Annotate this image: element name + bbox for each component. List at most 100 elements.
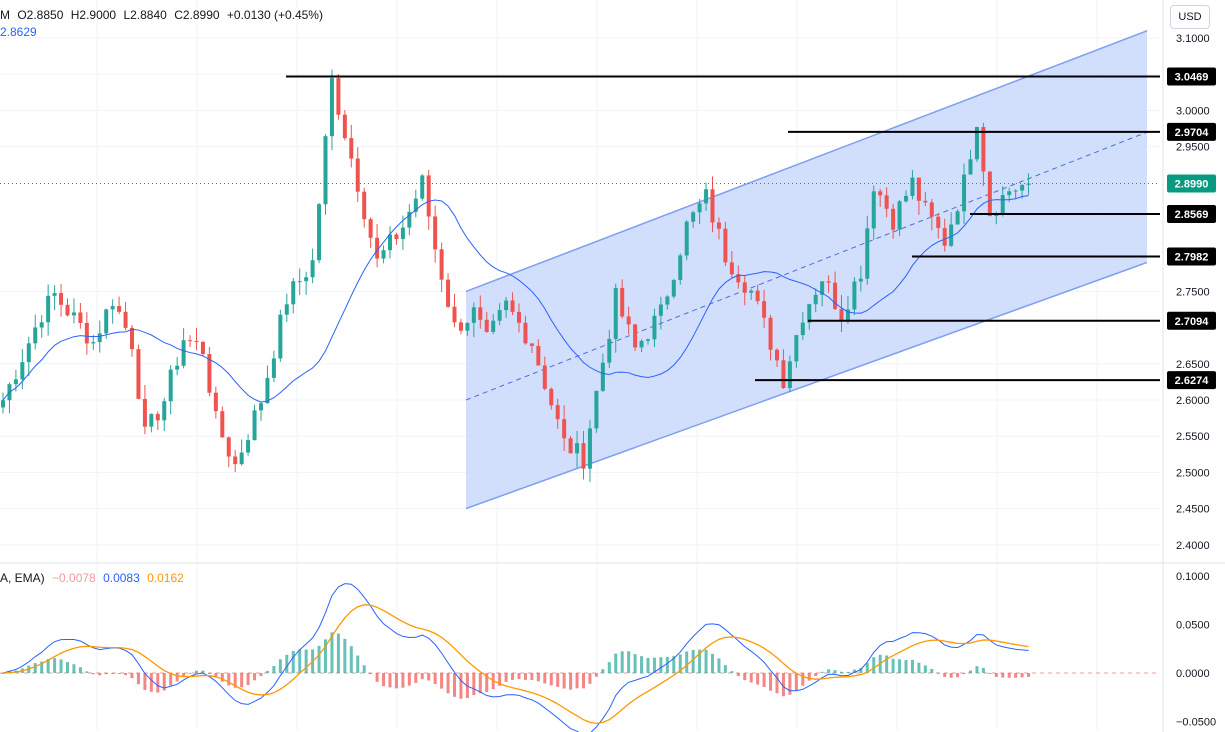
candle-body bbox=[813, 294, 818, 305]
macd-histogram-bar bbox=[588, 673, 592, 684]
candle-body bbox=[923, 200, 928, 203]
candle-body bbox=[704, 189, 709, 204]
macd-histogram-bar bbox=[1027, 673, 1031, 677]
macd-histogram-bar bbox=[691, 650, 695, 673]
open-value: O2.8850 bbox=[17, 8, 64, 22]
candle-body bbox=[458, 322, 463, 331]
candle-body bbox=[426, 175, 431, 217]
macd-histogram-bar bbox=[1020, 673, 1024, 678]
macd-histogram-bar bbox=[962, 673, 966, 674]
macd-histogram-bar bbox=[182, 673, 186, 677]
candle-body bbox=[123, 311, 128, 328]
macd-histogram-bar bbox=[562, 673, 566, 689]
candle-body bbox=[716, 222, 721, 229]
candle-body bbox=[452, 306, 457, 323]
macd-histogram-bar bbox=[214, 673, 218, 678]
macd-histogram-bar bbox=[136, 673, 140, 685]
candle-body bbox=[581, 443, 586, 469]
candle-body bbox=[59, 293, 64, 305]
candle-body bbox=[871, 191, 876, 229]
macd-histogram-bar bbox=[1001, 673, 1005, 678]
candle-body bbox=[291, 281, 296, 305]
price-tick-label: 2.7500 bbox=[1176, 286, 1210, 298]
macd-histogram-bar bbox=[646, 657, 650, 673]
macd-histogram-bar bbox=[1007, 673, 1011, 678]
macd-histogram-bar bbox=[272, 665, 276, 673]
candle-body bbox=[755, 290, 760, 302]
candle-body bbox=[110, 306, 115, 310]
symbol-suffix: M bbox=[0, 8, 10, 22]
candle-body bbox=[162, 401, 167, 421]
macd-histogram-bar bbox=[943, 673, 947, 677]
macd-histogram-bar bbox=[994, 673, 998, 677]
macd-histogram-bar bbox=[717, 658, 721, 673]
macd-histogram-bar bbox=[736, 673, 740, 677]
candle-body bbox=[607, 338, 612, 363]
macd-histogram-bar bbox=[910, 659, 914, 673]
candle-body bbox=[949, 224, 954, 246]
candle-body bbox=[84, 322, 89, 344]
macd-histogram-bar bbox=[981, 667, 985, 673]
candles-group bbox=[1, 69, 1031, 482]
candle-body bbox=[671, 280, 676, 297]
macd-histogram-bar bbox=[453, 673, 456, 697]
macd-histogram-bar bbox=[582, 673, 585, 689]
macd-histogram-bar bbox=[846, 671, 850, 673]
macd-histogram-bar bbox=[988, 673, 992, 674]
macd-histogram-bar bbox=[769, 673, 773, 691]
level-tag bbox=[1167, 205, 1216, 224]
price-tick-label: 2.6000 bbox=[1176, 395, 1210, 407]
candle-body bbox=[420, 175, 425, 199]
candle-body bbox=[381, 250, 386, 259]
candle-body bbox=[504, 300, 509, 311]
candle-body bbox=[742, 282, 747, 293]
macd-histogram-bar bbox=[556, 673, 560, 687]
currency-button[interactable]: USD bbox=[1170, 5, 1210, 29]
candle-body bbox=[749, 290, 754, 293]
macd-histogram-bar bbox=[259, 673, 263, 677]
candle-body bbox=[697, 203, 702, 213]
macd-histogram-bar bbox=[414, 673, 418, 683]
macd-histogram-bar bbox=[840, 671, 843, 673]
candle-body bbox=[375, 237, 380, 259]
macd-histogram-bar bbox=[349, 646, 353, 673]
candle-body bbox=[71, 312, 76, 316]
macd-histogram-bar bbox=[324, 639, 327, 673]
candle-body bbox=[226, 437, 231, 457]
channel-lower-line bbox=[465, 261, 1148, 510]
level-label: 2.9704 bbox=[1175, 127, 1210, 139]
candle-body bbox=[600, 362, 605, 391]
candle-body bbox=[407, 211, 412, 228]
candle-body bbox=[446, 279, 451, 307]
candle-body bbox=[33, 327, 38, 344]
candle-body bbox=[317, 204, 322, 261]
candle-body bbox=[1, 400, 5, 408]
moving-average-line bbox=[2, 195, 1029, 403]
macd-histogram-bar bbox=[956, 673, 960, 678]
macd-histogram-bar bbox=[298, 649, 302, 673]
candle-body bbox=[97, 333, 102, 343]
level-label: 2.7094 bbox=[1175, 316, 1210, 328]
macd-histogram-bar bbox=[111, 673, 115, 674]
macd-histogram-bar bbox=[652, 657, 656, 673]
candle-body bbox=[1007, 191, 1012, 196]
macd-histogram-bar bbox=[472, 673, 476, 696]
macd-histogram-bar bbox=[78, 667, 82, 673]
candle-body bbox=[652, 315, 657, 340]
candle-body bbox=[278, 314, 283, 359]
candle-body bbox=[200, 341, 205, 355]
candle-body bbox=[433, 216, 438, 250]
candle-body bbox=[826, 281, 831, 283]
macd-histogram-bar bbox=[149, 673, 153, 692]
macd-histogram-bar bbox=[865, 663, 869, 673]
macd-tick-label: −0.0500 bbox=[1176, 717, 1216, 729]
candle-body bbox=[587, 428, 592, 469]
candle-body bbox=[400, 227, 405, 240]
macd-histogram-bar bbox=[549, 673, 553, 686]
macd-tick-label: 0.0000 bbox=[1176, 668, 1210, 680]
macd-histogram-bar bbox=[659, 657, 663, 673]
candle-body bbox=[910, 177, 915, 196]
macd-histogram-bar bbox=[304, 649, 308, 673]
signal-line bbox=[2, 604, 1029, 724]
